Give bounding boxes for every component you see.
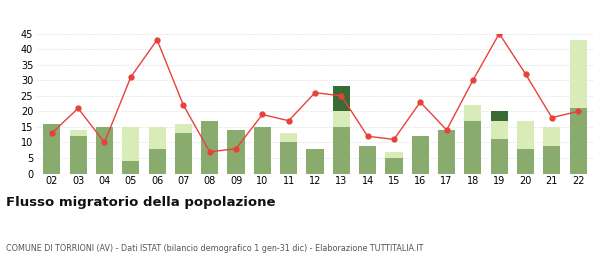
Bar <box>227 130 245 174</box>
Text: COMUNE DI TORRIONI (AV) - Dati ISTAT (bilancio demografico 1 gen-31 dic) - Elabo: COMUNE DI TORRIONI (AV) - Dati ISTAT (bi… <box>6 244 424 253</box>
Bar <box>385 152 403 158</box>
Bar <box>544 146 560 174</box>
Bar <box>280 143 297 174</box>
Bar <box>149 149 166 174</box>
Bar <box>569 108 587 174</box>
Bar <box>491 121 508 139</box>
Bar <box>385 158 403 174</box>
Text: Flusso migratorio della popolazione: Flusso migratorio della popolazione <box>6 196 275 209</box>
Bar <box>333 87 350 111</box>
Bar <box>43 124 61 174</box>
Bar <box>307 149 323 174</box>
Bar <box>201 121 218 174</box>
Bar <box>122 127 139 161</box>
Legend: Iscritti (da altri comuni), Iscritti (dall'estero), Iscritti (altri), Cancellati: Iscritti (da altri comuni), Iscritti (da… <box>86 0 544 2</box>
Bar <box>464 105 481 121</box>
Bar <box>254 127 271 174</box>
Bar <box>175 133 192 174</box>
Bar <box>412 136 429 174</box>
Bar <box>96 127 113 174</box>
Bar <box>175 124 192 133</box>
Bar <box>464 121 481 174</box>
Bar <box>70 136 86 174</box>
Bar <box>359 146 376 174</box>
Bar <box>491 139 508 174</box>
Bar <box>149 127 166 149</box>
Bar <box>438 130 455 174</box>
Bar <box>122 161 139 174</box>
Bar <box>491 111 508 121</box>
Bar <box>569 40 587 108</box>
Bar <box>544 127 560 146</box>
Bar <box>517 121 534 149</box>
Bar <box>333 127 350 174</box>
Bar <box>517 149 534 174</box>
Bar <box>280 133 297 143</box>
Bar <box>70 130 86 136</box>
Bar <box>333 111 350 127</box>
